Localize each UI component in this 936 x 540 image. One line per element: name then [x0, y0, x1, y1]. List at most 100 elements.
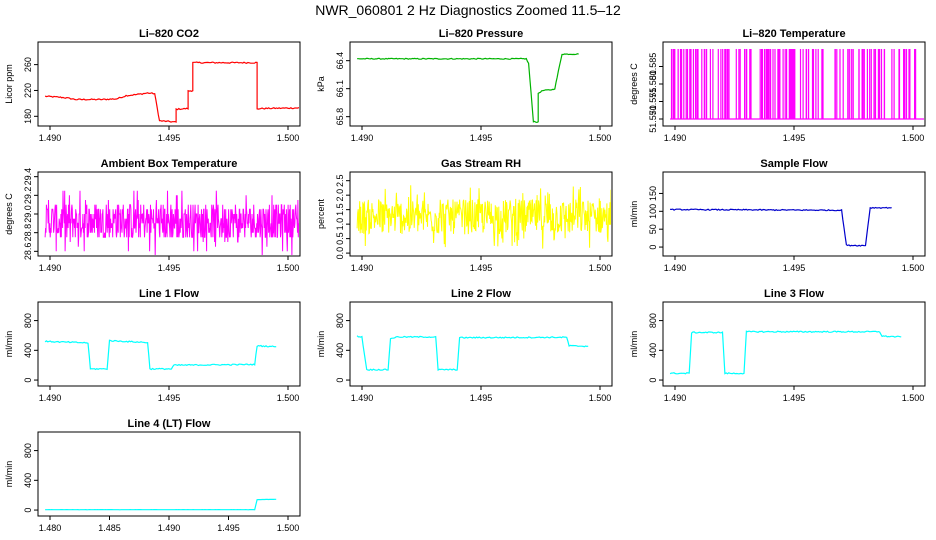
y-tick-label: 51.575: [648, 88, 658, 116]
data-line: [357, 53, 579, 124]
data-spikes: [670, 49, 924, 120]
series-sample: [670, 206, 892, 247]
x-tick-label: 1.490: [351, 133, 374, 143]
y-axis-label: degrees C: [629, 63, 639, 105]
x-tick-label: 1.500: [902, 133, 925, 143]
x-tick-label: 1.500: [277, 393, 300, 403]
y-tick-label: 400: [23, 473, 33, 488]
y-tick-label: 51.585: [648, 53, 658, 81]
y-axis-label: ml/min: [316, 331, 326, 358]
x-tick-label: 1.500: [277, 523, 300, 533]
data-line: [44, 61, 299, 123]
x-tick-label: 1.500: [277, 263, 300, 273]
y-tick-label: 29.0: [23, 205, 33, 223]
y-tick-label: 400: [23, 343, 33, 358]
x-tick-label: 1.485: [98, 523, 121, 533]
x-tick-label: 1.500: [902, 263, 925, 273]
y-tick-label: 51.570: [648, 105, 658, 133]
data-line: [44, 339, 277, 371]
panel-line4: Line 4 (LT) Flow 1.480 1.485 1.490 1.495 1.50…: [4, 418, 301, 533]
y-tick-label: 0: [648, 245, 658, 250]
y-axis-label: ml/min: [629, 331, 639, 358]
panel-title: Li–820 CO2: [139, 28, 199, 40]
x-tick-label: 1.490: [664, 263, 687, 273]
y-tick-label: 50: [648, 224, 658, 234]
y-tick-label: 65.8: [335, 108, 345, 126]
x-tick-label: 1.500: [902, 393, 925, 403]
y-tick-label: 0: [335, 378, 345, 383]
y-tick-label: 29.2: [23, 187, 33, 205]
x-tick-label: 1.495: [783, 393, 806, 403]
y-axis-label: degrees C: [4, 193, 14, 235]
x-tick-label: 1.490: [664, 133, 687, 143]
panel-co2: Li–820 CO2 1.490 1.495 1.500 180 220 260 Licor …: [4, 28, 301, 143]
x-tick-label: 1.495: [470, 393, 493, 403]
y-tick-label: 0: [23, 508, 33, 513]
data-line: [356, 185, 611, 249]
y-tick-label: 66.1: [335, 80, 345, 98]
series-co2: [44, 61, 299, 123]
y-tick-label: 0: [648, 378, 658, 383]
y-tick-label: 150: [648, 186, 658, 201]
series-line1: [44, 339, 277, 371]
y-tick-label: 0: [23, 378, 33, 383]
x-tick-label: 1.495: [783, 133, 806, 143]
x-tick-label: 1.490: [39, 263, 62, 273]
panel-title: Ambient Box Temperature: [101, 158, 238, 170]
y-tick-label: 180: [23, 109, 33, 124]
x-tick-label: 1.495: [158, 393, 181, 403]
y-tick-label: 400: [648, 343, 658, 358]
panel-title: Li–820 Temperature: [742, 28, 845, 40]
panel-line2: Line 2 Flow 1.490 1.495 1.500 0 400 800 ml/min: [316, 288, 613, 403]
x-tick-label: 1.490: [351, 263, 374, 273]
panel-pressure: Li–820 Pressure 1.490 1.495 1.500 65.8 66.1 66…: [316, 28, 613, 143]
x-tick-label: 1.495: [470, 133, 493, 143]
y-tick-label: 66.4: [335, 52, 345, 70]
y-tick-label: 51.580: [648, 70, 658, 98]
series-pressure: [357, 53, 579, 124]
plot-frame: [37, 41, 301, 127]
y-tick-label: 1.0: [335, 218, 345, 231]
y-tick-label: 100: [648, 204, 658, 219]
series-temp: [670, 49, 924, 120]
y-axis-label: ml/min: [4, 461, 14, 488]
x-tick-label: 1.495: [783, 263, 806, 273]
panel-title: Line 2 Flow: [451, 288, 511, 300]
plot-frame: [37, 431, 301, 517]
panel-title: Line 1 Flow: [139, 288, 199, 300]
y-axis-label: percent: [316, 198, 326, 229]
data-line: [669, 330, 902, 375]
panel-title: Sample Flow: [760, 158, 828, 170]
y-tick-label: 0.0: [335, 247, 345, 260]
y-tick-label: 2.0: [335, 189, 345, 202]
plot-frame: [349, 301, 613, 387]
x-tick-label: 1.480: [39, 523, 62, 533]
x-tick-label: 1.495: [470, 263, 493, 273]
panel-rh: Gas Stream RH 1.490 1.495 1.500 0.0 0.51.0 1.5…: [316, 158, 613, 273]
plot-frame: [37, 301, 301, 387]
x-tick-label: 1.495: [217, 523, 240, 533]
series-line4: [45, 498, 277, 511]
series-line3: [669, 330, 902, 375]
x-tick-label: 1.490: [351, 393, 374, 403]
series-ambient: [44, 190, 299, 255]
series-rh: [356, 185, 611, 249]
x-tick-label: 1.500: [589, 263, 612, 273]
y-axis-label: ml/min: [629, 201, 639, 228]
y-axis-label: kPa: [316, 76, 326, 92]
x-tick-label: 1.495: [158, 263, 181, 273]
y-tick-label: 2.5: [335, 174, 345, 187]
y-tick-label: 800: [335, 313, 345, 328]
y-axis-label: Licor ppm: [4, 64, 14, 104]
data-line: [670, 206, 892, 247]
y-tick-label: 260: [23, 57, 33, 72]
y-tick-label: 800: [23, 443, 33, 458]
x-tick-label: 1.500: [589, 393, 612, 403]
y-tick-label: 28.6: [23, 243, 33, 261]
x-tick-label: 1.500: [589, 133, 612, 143]
panel-title: Gas Stream RH: [441, 158, 521, 170]
page-title: NWR_060801 2 Hz Diagnostics Zoomed 11.5–…: [315, 2, 621, 18]
x-tick-label: 1.495: [158, 133, 181, 143]
y-tick-label: 28.8: [23, 224, 33, 242]
